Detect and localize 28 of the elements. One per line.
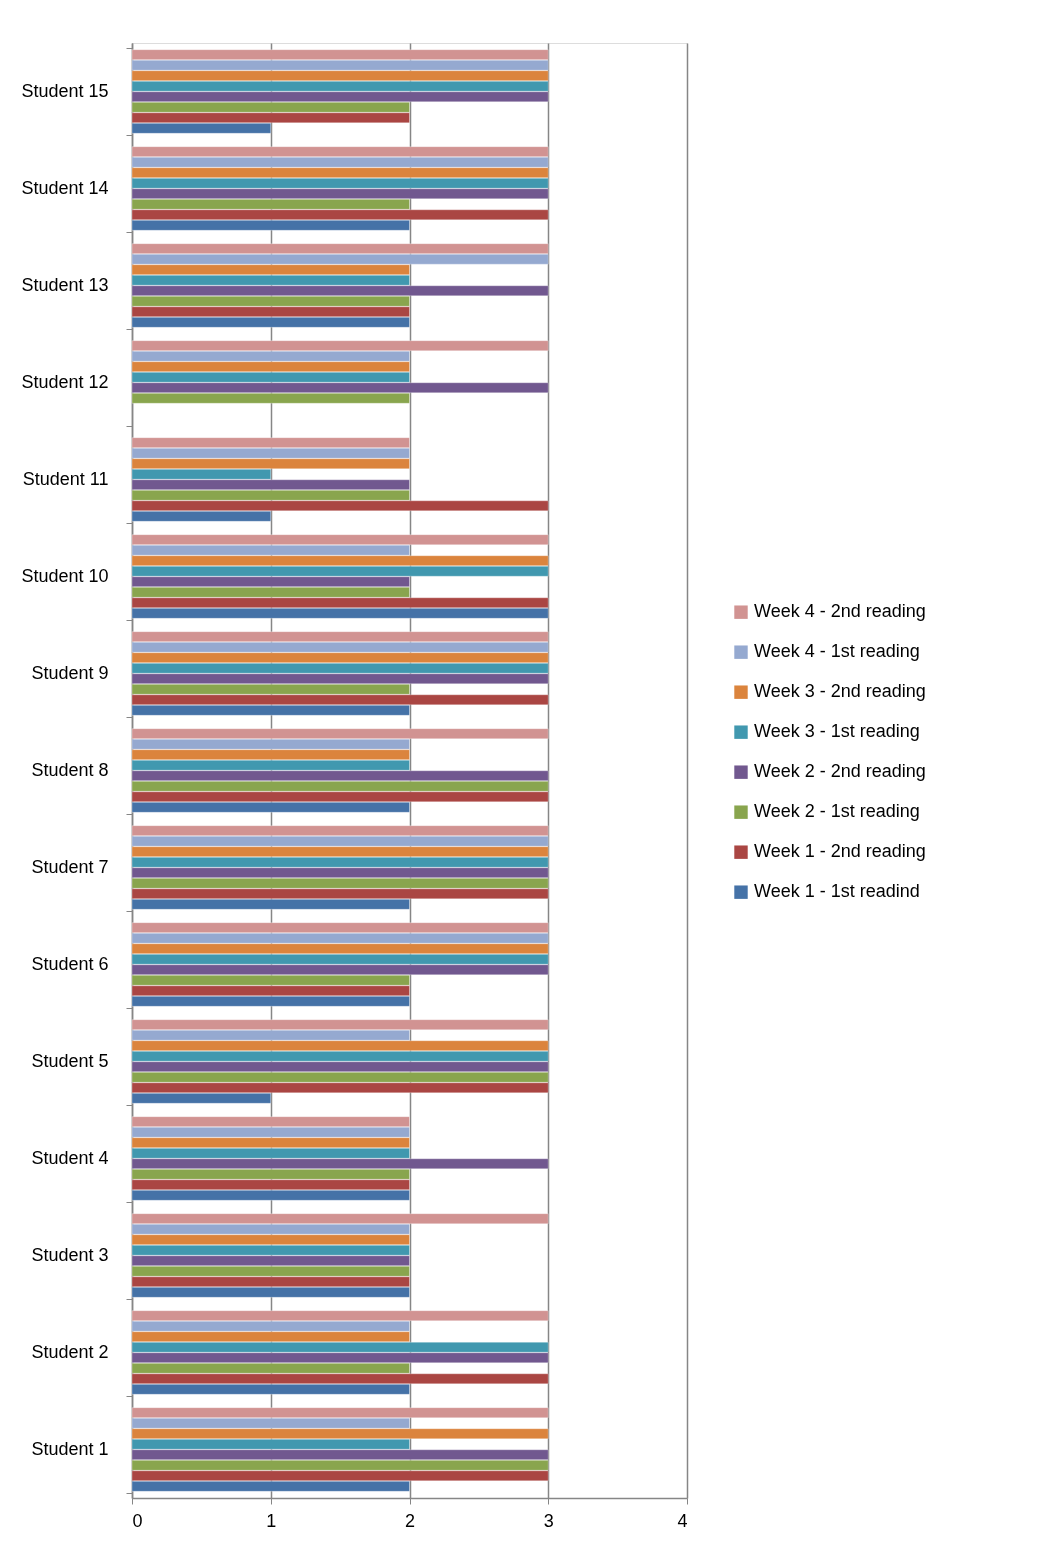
legend-label: Week 2 - 2nd reading	[754, 761, 926, 782]
y-tick-label: Student 1	[31, 1439, 109, 1459]
y-tick-label: Student 3	[31, 1245, 109, 1265]
x-tick-label: 0	[132, 1510, 143, 1531]
y-tick-label: Student 9	[31, 663, 109, 683]
y-tick-label: Student 15	[21, 81, 109, 101]
y-tick-label: Student 8	[31, 760, 109, 780]
legend-label: Week 1 - 2nd reading	[754, 841, 926, 862]
y-tick-label: Student 11	[22, 469, 109, 489]
legend-label: Week 4 - 1st reading	[754, 641, 920, 662]
y-tick-label: Student 5	[31, 1051, 109, 1071]
legend-label: Week 4 - 2nd reading	[754, 601, 926, 622]
y-tick-label: Student 7	[31, 857, 109, 877]
y-tick-label: Student 14	[21, 178, 109, 198]
x-tick-label: 4	[677, 1510, 688, 1531]
legend-label: Week 3 - 1st reading	[754, 721, 920, 742]
y-tick-label: Student 4	[31, 1148, 109, 1168]
legend-label: Week 2 - 1st reading	[754, 801, 920, 822]
y-tick-label: Student 13	[21, 275, 109, 295]
x-tick-label: 3	[543, 1510, 554, 1531]
x-tick-label: 1	[266, 1510, 277, 1531]
y-tick-label: Student 12	[21, 372, 109, 392]
y-tick-label: Student 2	[31, 1342, 109, 1362]
y-tick-label: Student 6	[31, 954, 109, 974]
legend-label: Week 3 - 2nd reading	[754, 681, 926, 702]
x-tick-label: 2	[404, 1510, 416, 1531]
y-tick-label: Student 10	[21, 566, 109, 586]
legend-label: Week 1 - 1st readind	[754, 881, 920, 902]
